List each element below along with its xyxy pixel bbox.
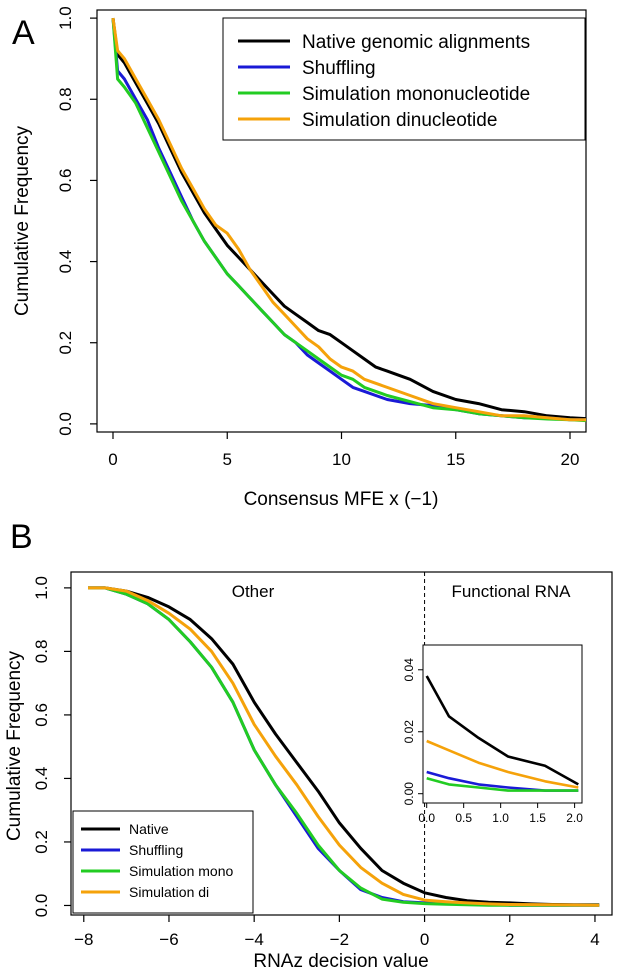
inset-y-tick-label: 0.02 [402,720,416,744]
region-label-other: Other [232,582,275,601]
legend-label-mono: Simulation mononucleotide [302,84,530,105]
panel-a-y-tick-label: 0.6 [56,169,75,193]
series-line-mono [111,17,587,423]
legend-label-shuffling: Shuffling [302,58,376,79]
panel-b-y-tick-label: 0.4 [32,767,51,791]
series-line-di [111,17,586,422]
inset-x-tick-label: 0.0 [418,811,435,825]
inset-x-tick-label: 0.5 [455,811,472,825]
region-label-functional-rna: Functional RNA [451,582,571,601]
panel-b-x-tick-label: 2 [505,930,514,949]
panel-b-x-tick-label: −6 [159,930,178,949]
panel-a-x-tick-label: 0 [108,450,117,469]
panel-a-x-tick-label: 10 [332,450,351,469]
panel-b-y-tick-label: 0.8 [32,640,51,664]
inset-series-line-mono [426,776,579,792]
inset-y-tick-label: 0.00 [402,782,416,806]
panel-b-x-tick-label: −8 [74,930,93,949]
panel-b-x-tick-label: 0 [420,930,429,949]
panel-a-y-tick-label: 0.0 [56,412,75,436]
panel-b-y-tick-label: 0.6 [32,703,51,727]
panel-b-y-tick-label: 0.2 [32,830,51,854]
panel-a-y-tick-label: 0.4 [56,250,75,274]
legend-label-di: Simulation dinucleotide [302,110,497,131]
panel-b-y-axis-title: Cumulative Frequency [4,650,25,841]
inset-y-tick-label: 0.04 [402,658,416,682]
legend-label-shuffling: Shuffling [129,842,183,858]
legend-label-native: Native genomic alignments [302,32,530,53]
inset-ticks: 0.0 0.5 1.0 1.5 2.0 0.00 0.02 0.04 [402,658,583,825]
panel-b-series [88,586,600,907]
panel-b-plot-frame [70,571,613,916]
panel-b-inset: 0.0 0.5 1.0 1.5 2.0 0.00 0.02 0.04 [402,644,583,825]
inset-x-tick-label: 2.0 [566,811,583,825]
legend-label-di: Simulation di [129,884,209,900]
legend-label-mono: Simulation mono [129,863,233,879]
inset-x-tick-label: 1.0 [492,811,509,825]
inset-x-tick-label: 1.5 [529,811,546,825]
inset-plot-frame [422,644,583,804]
panel-b-letter: B [10,518,33,556]
panel-a-series [111,17,587,423]
panel-b-legend: Native Shuffling Simulation mono Simulation… [72,810,254,914]
panel-b-x-tick-label: 4 [590,930,599,949]
panel-b-x-tick-label: −4 [244,930,263,949]
inset-series [425,675,579,792]
panel-a-y-tick-label: 0.8 [56,87,75,111]
panel-a-chart: 0 5 10 15 20 0.0 0.2 0.4 0.6 0.8 1.0 Consensus MFE… [12,6,587,510]
panel-a-x-axis-title: Consensus MFE x (−1) [244,489,439,510]
inset-series-line-native [425,675,579,786]
panel-a-letter: A [12,14,35,52]
series-line-mono [88,586,600,907]
panel-a-x-tick-label: 5 [223,450,232,469]
panel-a-y-tick-label: 0.2 [56,331,75,355]
panel-a-y-tick-label: 1.0 [56,6,75,30]
panel-a-x-tick-label: 15 [446,450,465,469]
panel-b-chart: −8 −6 −4 −2 0 2 4 0.0 0.2 0.4 0.6 0.8 1.0 Other Func… [4,571,613,972]
series-line-native [111,17,587,421]
panel-b-x-tick-label: −2 [330,930,349,949]
series-line-native [88,586,600,907]
panel-a-ticks: 0 5 10 15 20 0.0 0.2 0.4 0.6 0.8 1.0 [56,6,579,469]
panel-b-y-tick-label: 1.0 [32,576,51,600]
panel-b-x-axis-title: RNAz decision value [253,951,428,972]
panel-b-ticks: −8 −6 −4 −2 0 2 4 0.0 0.2 0.4 0.6 0.8 1.0 [32,576,600,949]
panel-a-y-axis-title: Cumulative Frequency [12,125,33,316]
series-line-di [88,586,600,907]
legend-label-native: Native [129,821,169,837]
panel-a-legend: Native genomic alignments Shuffling Simula… [222,17,586,141]
panel-a-x-tick-label: 20 [561,450,580,469]
panel-b-y-tick-label: 0.0 [32,894,51,918]
inset-series-line-di [426,739,579,789]
